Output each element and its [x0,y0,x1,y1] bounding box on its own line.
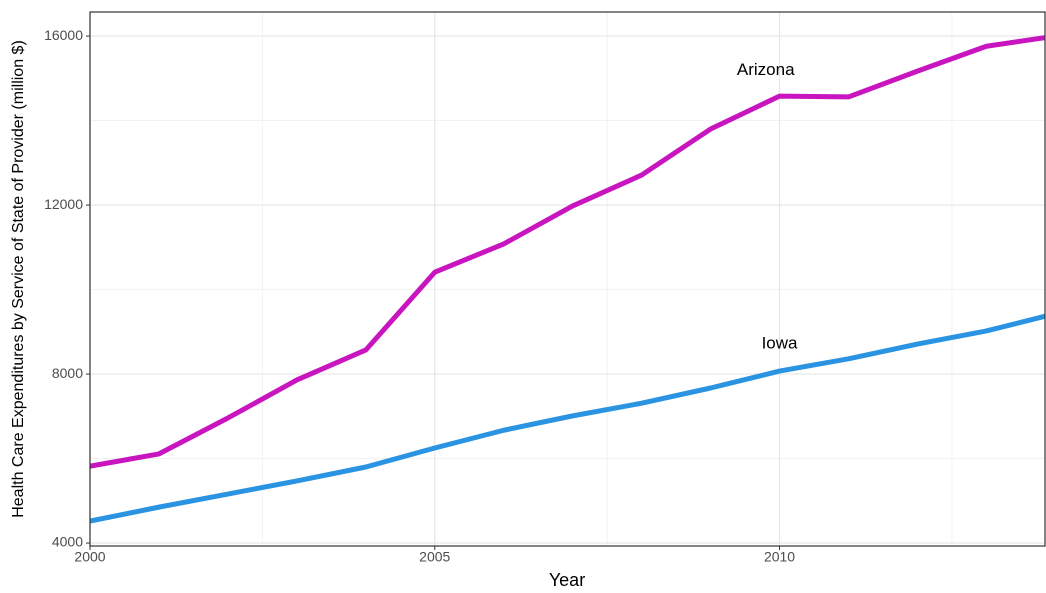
y-tick-label: 16000 [44,27,83,43]
panel-border [89,11,1046,547]
annotation: Iowa [762,334,798,353]
labels: 2000 2005 2010 4000 8000 12000 16000 Arizona Iow… [44,27,798,565]
y-tick-label: 4000 [52,534,83,550]
x-tick-label: 2005 [419,549,450,565]
y-axis-title: Health Care Expenditures by Service of S… [10,40,27,518]
x-tick-label: 2010 [764,549,795,565]
x-tick-label: 2000 [74,549,105,565]
annotation: Arizona [737,60,795,79]
y-tick-label: 8000 [52,365,83,381]
x-axis-title: Year [549,570,585,590]
plot-lines [90,35,1045,524]
series-line [90,35,1045,469]
y-tick-label: 12000 [44,196,83,212]
series-line [90,313,1045,524]
grid [89,12,1045,546]
